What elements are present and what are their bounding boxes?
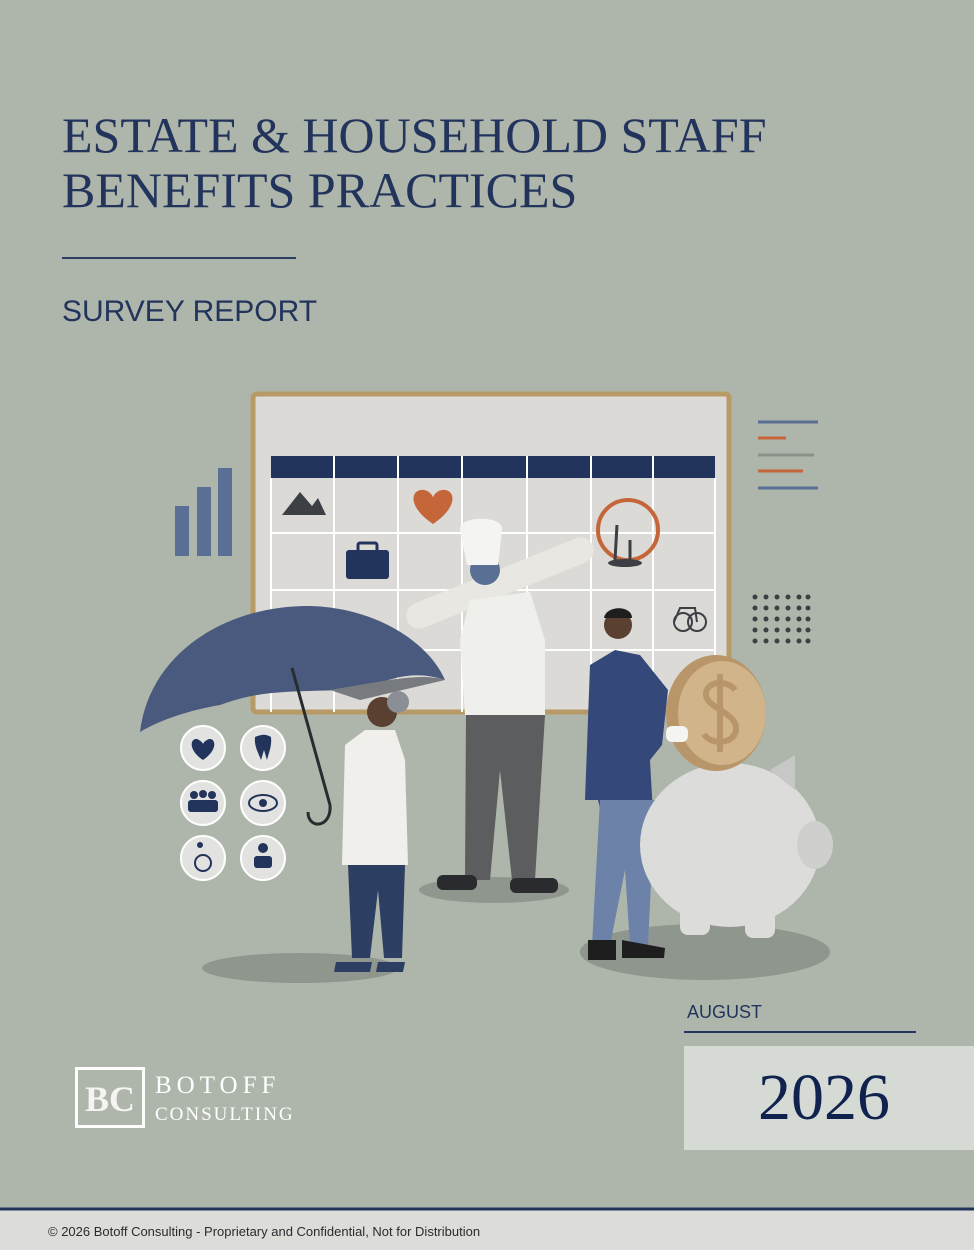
month: AUGUST bbox=[687, 1002, 762, 1022]
title-line: BENEFITS PRACTICES bbox=[62, 162, 577, 218]
logo-inner bbox=[78, 1070, 142, 1125]
title-line: ESTATE & HOUSEHOLD STAFF bbox=[62, 107, 767, 163]
illustration bbox=[140, 391, 833, 983]
year: 2026 bbox=[758, 1061, 890, 1134]
footer-text: © 2026 Botoff Consulting - Proprietary a… bbox=[48, 1224, 480, 1239]
subtitle: SURVEY REPORT bbox=[62, 295, 317, 328]
logo-mark: BC bbox=[85, 1079, 135, 1119]
logo-name: BOTOFF bbox=[155, 1072, 280, 1099]
logo-tagline: CONSULTING bbox=[155, 1104, 295, 1125]
year-box bbox=[684, 1046, 974, 1150]
footer-band bbox=[0, 1210, 974, 1250]
